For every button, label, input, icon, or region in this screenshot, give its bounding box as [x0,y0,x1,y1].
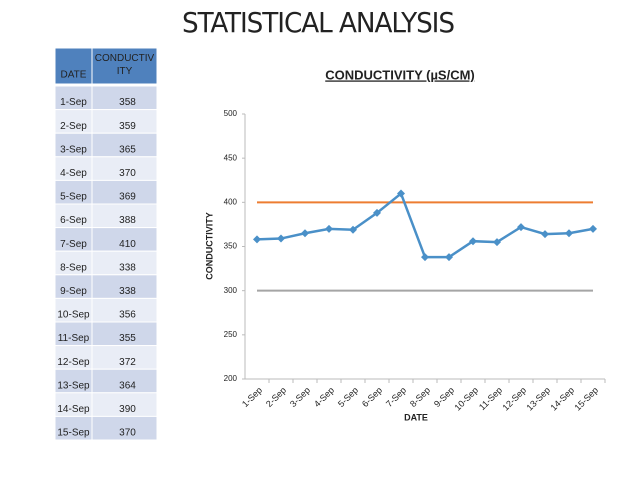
table-cell-text: 410 [119,239,136,250]
table-cell-text: 12-Sep [57,357,90,368]
table-cell-text: 370 [119,168,136,179]
slide-title: STATISTICAL ANALYSIS [182,6,454,39]
data-point [589,224,597,233]
data-point [517,223,525,232]
table-cell [91,415,158,441]
x-tick-label: 2-Sep [264,385,288,409]
table-cell-text: 365 [119,144,136,155]
data-point [565,229,573,238]
y-tick-label: 400 [224,197,238,206]
table-cell-text: 372 [119,357,136,368]
y-tick-label: 500 [224,109,238,118]
y-tick-label: 300 [224,286,238,295]
data-point [349,225,357,234]
x-tick-label: 7-Sep [384,385,408,409]
table-cell-text: 15-Sep [57,428,90,439]
x-tick-label: 10-Sep [452,385,480,413]
table-cell-text: 11-Sep [58,333,90,344]
table-cell-text: 355 [119,333,136,344]
x-tick-label: 1-Sep [240,385,264,409]
data-point [469,237,477,246]
table-cell-text: 359 [119,121,136,132]
table-cell-text: 14-Sep [57,404,90,415]
table-header-cell [91,47,158,85]
data-point [493,238,501,247]
y-tick-label: 350 [224,242,238,251]
x-tick-label: 5-Sep [336,385,360,409]
table-cell-text: 364 [119,380,136,391]
data-point [301,229,309,238]
table-cell-text: 13-Sep [57,380,90,391]
data-point [397,189,405,198]
data-point [421,253,429,262]
x-tick-label: 12-Sep [500,385,528,413]
table-cell-text: 3-Sep [60,144,87,155]
y-tick-label: 200 [224,374,238,383]
table-cell-text: 356 [119,310,136,321]
y-tick-label: 450 [224,153,238,162]
table-header: CONDUCTIV ITY [95,53,155,77]
table-cell-text: 10-Sep [57,310,90,321]
data-point [325,224,333,233]
table-cell-text: 390 [119,404,136,415]
x-tick-label: 14-Sep [548,385,576,413]
x-tick-label: 6-Sep [360,385,384,409]
x-tick-label: 3-Sep [288,385,312,409]
data-point [541,230,549,239]
table-cell-text: 2-Sep [60,121,87,132]
x-tick-label: 4-Sep [312,385,336,409]
x-axis-label: DATE [404,412,428,422]
x-tick-label: 8-Sep [408,385,432,409]
data-point [373,208,381,217]
table-cell-text: 7-Sep [60,239,87,250]
table-cell-text: 4-Sep [60,168,87,179]
table-cell-text: 370 [119,428,136,439]
table-cell-text: 9-Sep [60,286,87,297]
data-point [445,253,453,262]
chart-title: CONDUCTIVITY (µS/CM) [325,67,475,82]
y-axis-label: CONDUCTIVITY [204,212,214,280]
x-tick-label: 15-Sep [572,385,600,413]
table-cell-text: 5-Sep [60,192,87,203]
table-cell-text: 8-Sep [60,262,87,273]
table-cell-text: 1-Sep [60,97,87,108]
table-cell-text: 369 [119,192,136,203]
table-cell-text: 338 [119,286,136,297]
x-tick-label: 11-Sep [477,385,504,412]
table-cell-text: 358 [119,97,136,108]
y-tick-label: 250 [224,330,238,339]
table-cell-text: 388 [119,215,136,226]
data-point [253,235,261,244]
table-header: DATE [61,70,87,81]
data-point [277,234,285,243]
table-cell-text: 338 [119,262,136,273]
x-tick-label: 13-Sep [524,385,552,413]
table-cell-text: 6-Sep [60,215,87,226]
